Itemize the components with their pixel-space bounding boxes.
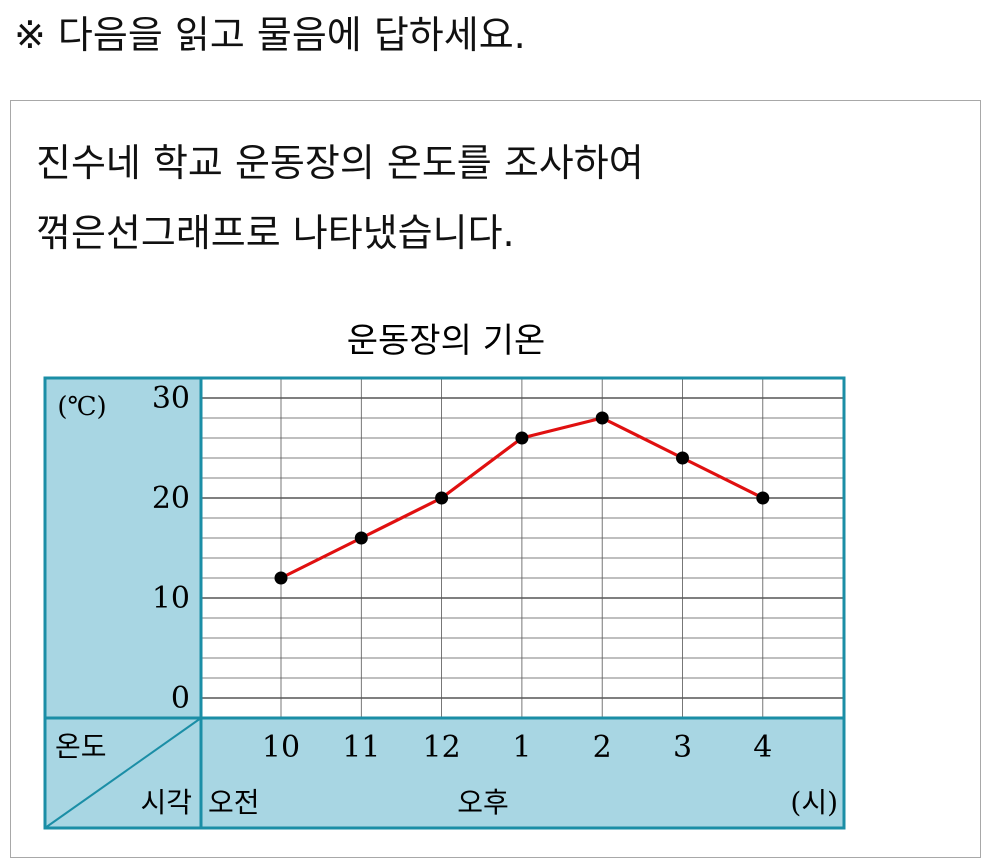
chart-border [43, 376, 846, 830]
data-point [354, 531, 368, 545]
question-box [10, 100, 981, 858]
x-axis-unit-label: (시) [790, 786, 838, 819]
y-tick-label: 10 [152, 581, 190, 616]
x-tick-label: 2 [593, 730, 612, 765]
y-tick-label: 20 [152, 481, 190, 516]
y-tick-label: 30 [152, 381, 190, 416]
passage: 진수네 학교 운동장의 온도를 조사하여 꺾은선그래프로 나타냈습니다. [36, 128, 644, 268]
data-point [274, 571, 288, 585]
data-point [756, 491, 770, 505]
x-tick-label: 1 [512, 730, 531, 765]
data-point [595, 411, 609, 425]
x-tick-label: 10 [262, 730, 300, 765]
chart-title: 운동장의 기온 [347, 321, 546, 361]
x-axis-panel [201, 718, 844, 828]
corner-diagonal [44, 717, 202, 829]
data-point [515, 431, 529, 445]
x-tick-label: 4 [753, 730, 772, 765]
period-label-pm: 오후 [457, 786, 509, 819]
x-tick-label: 11 [342, 730, 380, 765]
y-axis-panel [45, 378, 201, 828]
period-label-am: 오전 [208, 786, 260, 819]
x-tick-labels: 10 11 12 1 2 3 4 [262, 730, 772, 765]
data-point [435, 491, 449, 505]
y-axis-unit-label: (℃) [57, 392, 106, 422]
grid-lines [201, 377, 844, 718]
x-tick-label: 3 [673, 730, 692, 765]
instruction-text: ※ 다음을 읽고 물음에 답하세요. [14, 13, 526, 57]
y-tick-label: 0 [171, 681, 190, 716]
x-tick-label: 12 [423, 730, 461, 765]
passage-line-2: 꺾은선그래프로 나타냈습니다. [36, 211, 515, 255]
corner-label-time: 시각 [140, 786, 192, 819]
series-temperature [274, 411, 770, 585]
plot-area [201, 378, 844, 718]
y-tick-labels: 0 10 20 30 [152, 381, 190, 716]
passage-line-1: 진수네 학교 운동장의 온도를 조사하여 [36, 141, 644, 185]
corner-label-temperature: 온도 [55, 730, 107, 763]
data-point [676, 451, 689, 465]
